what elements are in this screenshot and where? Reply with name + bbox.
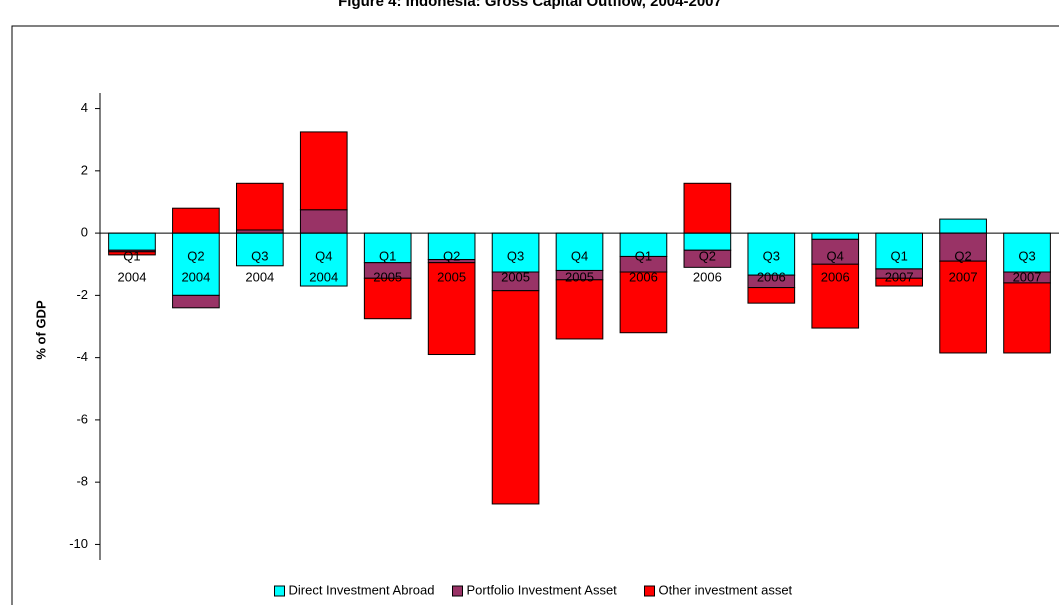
bar-segment [108, 251, 156, 256]
bar-segment [235, 182, 284, 231]
bar-segment [939, 232, 987, 262]
bar-segment [491, 290, 540, 505]
chart-border [11, 25, 1059, 605]
x-tick-label: 2004 [181, 270, 210, 285]
bar-segment [939, 260, 987, 354]
x-tick-label: Q2 [699, 249, 716, 264]
bar-segment [683, 249, 732, 268]
x-tick-label: Q3 [1018, 249, 1035, 264]
y-tick-label: -2 [76, 287, 88, 302]
x-tick-label: 2004 [118, 270, 147, 285]
bar-segment [299, 232, 348, 287]
bar-segment [619, 271, 668, 334]
chart-title: Figure 4: Indonesia: Gross Capital Outfl… [338, 0, 722, 10]
bar-segment [363, 277, 412, 320]
bar-segment [939, 218, 987, 234]
y-tick-label: -4 [76, 349, 88, 364]
x-tick-label: 2005 [565, 270, 594, 285]
bar-segment [299, 131, 348, 211]
bar-segment [811, 232, 860, 240]
y-tick-label: 0 [81, 225, 88, 240]
bar-segment [811, 263, 860, 329]
bar-segment [172, 232, 220, 296]
bar-segment [299, 209, 348, 234]
legend-swatch [274, 585, 285, 597]
x-tick-label: 2006 [757, 270, 786, 285]
bar-segment [1003, 282, 1051, 354]
legend-swatch [452, 585, 463, 597]
x-tick-label: Q1 [379, 249, 396, 264]
x-tick-label: 2006 [629, 270, 658, 285]
y-tick-label: -6 [76, 411, 88, 426]
bar-segment [747, 287, 796, 304]
bar-segment [811, 238, 860, 265]
x-tick-label: Q1 [123, 249, 140, 264]
x-tick-label: Q2 [187, 249, 204, 264]
x-tick-label: 2005 [373, 270, 402, 285]
x-tick-label: Q1 [635, 249, 652, 264]
x-tick-label: Q4 [315, 249, 332, 264]
x-tick-label: 2007 [949, 270, 978, 285]
bar-segment [683, 182, 732, 234]
y-tick-label: 4 [81, 100, 88, 115]
bar-segment [747, 232, 796, 276]
x-tick-label: Q3 [763, 249, 780, 264]
x-tick-label: Q4 [571, 249, 588, 264]
x-tick-label: 2005 [437, 270, 466, 285]
bar-segment [875, 232, 924, 270]
y-tick-label: 2 [81, 162, 88, 177]
y-tick-label: -8 [76, 474, 88, 489]
x-tick-label: 2006 [821, 270, 850, 285]
bar-segment [875, 277, 924, 287]
x-tick-label: 2004 [245, 270, 274, 285]
x-tick-label: Q3 [507, 249, 524, 264]
legend-label: Portfolio Investment Asset [467, 582, 618, 597]
x-tick-label: 2006 [693, 270, 722, 285]
x-tick-label: Q4 [827, 249, 844, 264]
bar-segment [235, 232, 284, 267]
x-tick-label: Q2 [443, 249, 460, 264]
bar-segment [555, 279, 604, 340]
bar-segment [172, 207, 220, 234]
x-tick-label: 2004 [309, 270, 338, 285]
bar-segment [1003, 232, 1051, 273]
legend-label: Direct Investment Abroad [289, 582, 435, 597]
x-tick-label: 2007 [1013, 270, 1042, 285]
bar-segment [427, 232, 476, 261]
x-tick-label: Q2 [954, 249, 971, 264]
legend-label: Other investment asset [659, 582, 793, 597]
bar-segment [172, 294, 220, 309]
y-axis-label: % of GDP [33, 300, 48, 360]
x-tick-label: Q1 [890, 249, 907, 264]
x-tick-label: Q3 [251, 249, 268, 264]
legend-swatch [644, 585, 655, 597]
y-tick-label: -10 [69, 536, 88, 551]
x-tick-label: 2007 [885, 270, 914, 285]
x-tick-label: 2005 [501, 270, 530, 285]
bar-segment [427, 262, 476, 356]
